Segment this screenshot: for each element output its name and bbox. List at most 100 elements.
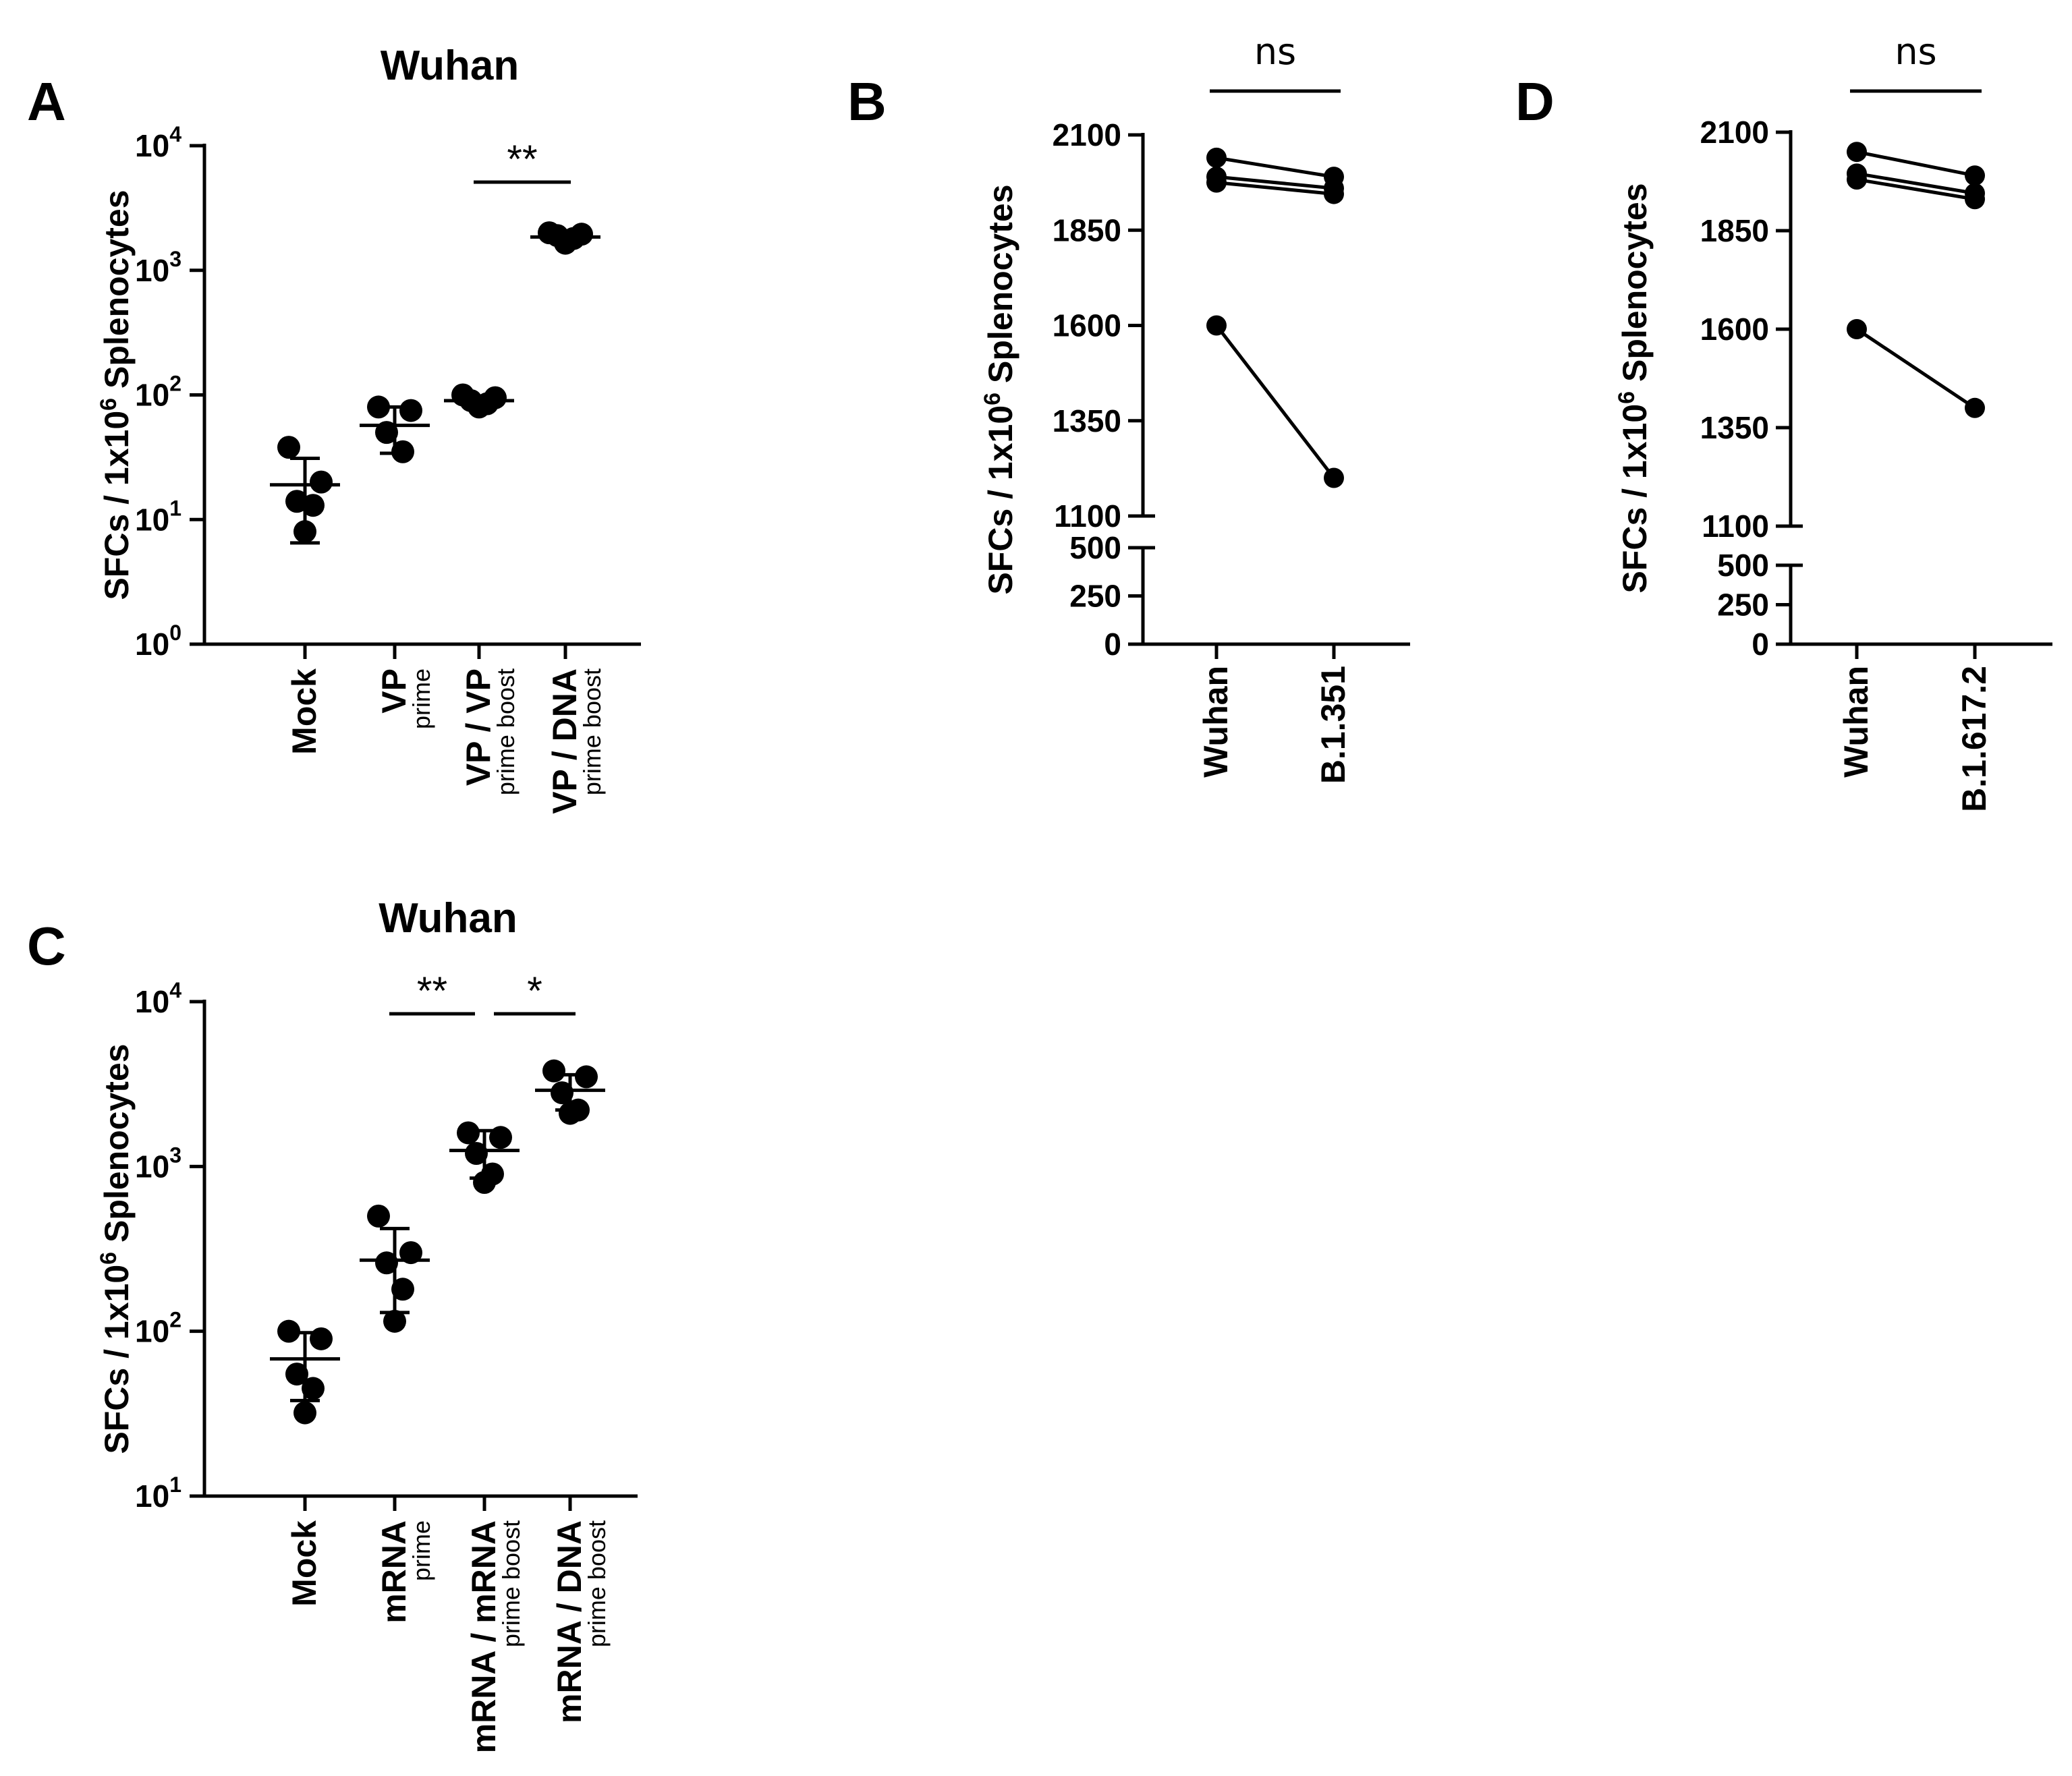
data-point (1847, 319, 1867, 339)
series-line (1856, 150, 1976, 177)
chart-title: Wuhan (379, 895, 517, 942)
y-tick-label: 102 (135, 1308, 181, 1349)
y-tick-label: 1850 (1053, 212, 1121, 248)
data-point (1965, 397, 1985, 418)
y-tick-label: 100 (135, 621, 181, 662)
data-point (277, 436, 300, 459)
panel-letter-b: B (847, 71, 887, 132)
y-tick-label: 2100 (1700, 115, 1769, 150)
x-tick-label: Wuhan (1837, 666, 1875, 778)
significance-label: ** (417, 969, 447, 1013)
y-tick-label: 1350 (1053, 403, 1121, 438)
panel-b: ns 1100 1350 1600 1850 2100 0 250 500 SFCs / 1x10… (980, 30, 1410, 784)
significance-label: ** (507, 138, 537, 181)
y-tick-label: 101 (135, 496, 181, 537)
data-point (1206, 315, 1227, 336)
data-point (310, 1327, 333, 1350)
significance-label: * (527, 969, 542, 1013)
data-point (367, 395, 390, 419)
y-tick-label: 1100 (1054, 498, 1121, 534)
chart-title: Wuhan (381, 42, 520, 89)
y-tick-label: 0 (1104, 627, 1121, 662)
data-point (1324, 183, 1344, 204)
data-point (1847, 169, 1867, 190)
panel-a: Wuhan 100 101 102 103 104 SFCs / 1x106 Splenoc… (96, 42, 641, 814)
x-tick-sublabel: prime (408, 1520, 435, 1581)
y-tick-label: 500 (1717, 548, 1769, 583)
x-tick-sublabel: prime boost (492, 668, 520, 795)
data-point (1324, 467, 1344, 488)
y-tick-label: 2100 (1053, 117, 1121, 152)
panel-letter-a: A (27, 71, 66, 132)
series-line (1216, 156, 1335, 179)
data-point (302, 494, 325, 517)
data-point (310, 470, 333, 494)
y-tick-label: 1350 (1700, 410, 1769, 445)
panel-letter-c: C (27, 916, 66, 976)
y-tick-label: 1850 (1700, 213, 1769, 248)
data-point (293, 1401, 316, 1425)
series-line (1216, 175, 1335, 190)
y-axis-label: SFCs / 1x106 Splenocytes (96, 190, 136, 600)
y-tick-label: 250 (1069, 579, 1121, 614)
data-point (1206, 147, 1227, 168)
x-tick-label: Mock (285, 1520, 323, 1607)
data-point (457, 1121, 480, 1145)
series-line (1856, 171, 1976, 195)
significance-label: ns (1254, 30, 1296, 73)
data-point (551, 1081, 573, 1105)
data-point (575, 1065, 598, 1089)
y-tick-label: 500 (1069, 530, 1121, 565)
y-axis-label: SFCs / 1x106 Splenocytes (980, 184, 1019, 594)
y-tick-label: 0 (1752, 627, 1769, 662)
series-line (1215, 324, 1335, 480)
y-tick-label: 104 (135, 122, 181, 163)
panel-letter-d: D (1515, 71, 1555, 132)
x-tick-sublabel: prime boost (578, 668, 606, 795)
data-point (465, 1141, 488, 1165)
y-axis-label: SFCs / 1x106 Splenocytes (1614, 183, 1654, 593)
y-tick-label: 1100 (1702, 509, 1769, 544)
x-tick-label: VP / DNA (546, 668, 584, 814)
data-point (375, 1251, 398, 1275)
data-point (559, 1101, 582, 1125)
x-tick-label: Mock (285, 668, 323, 755)
x-tick-label: mRNA (375, 1520, 413, 1624)
data-point (383, 1309, 406, 1333)
y-tick-label: 104 (135, 978, 181, 1019)
series-line (1216, 181, 1335, 196)
x-tick-label: mRNA / mRNA (465, 1520, 503, 1753)
x-tick-label: B.1.351 (1314, 666, 1352, 784)
y-axis-label: SFCs / 1x106 Splenocytes (96, 1043, 136, 1454)
x-tick-label: mRNA / DNA (551, 1520, 588, 1723)
x-tick-sublabel: prime boost (497, 1520, 525, 1647)
data-point (277, 1319, 300, 1343)
x-tick-sublabel: prime boost (583, 1520, 611, 1647)
panel-d: ns 1100 1350 1600 1850 2100 0 250 500 SFCs / 1x10… (1614, 30, 2052, 812)
x-tick-label: VP / VP (459, 668, 497, 786)
data-point (302, 1377, 325, 1400)
y-tick-label: 103 (135, 247, 181, 288)
data-point (1847, 142, 1867, 163)
x-tick-label: B.1.617.2 (1955, 666, 1993, 812)
data-point (367, 1204, 390, 1228)
data-point (1206, 172, 1227, 193)
significance-label: ns (1895, 30, 1936, 73)
x-tick-label: VP (375, 668, 413, 714)
x-tick-label: Wuhan (1197, 666, 1235, 778)
data-point (399, 399, 422, 422)
data-point (399, 1241, 422, 1265)
data-point (391, 1278, 414, 1301)
y-tick-label: 1600 (1700, 312, 1769, 347)
y-tick-label: 250 (1717, 588, 1769, 623)
data-point (1965, 189, 1985, 210)
y-tick-label: 1600 (1053, 308, 1121, 343)
series-line (1856, 177, 1976, 201)
y-tick-label: 103 (135, 1143, 181, 1184)
data-point (1965, 165, 1985, 186)
y-tick-label: 101 (135, 1472, 181, 1514)
x-tick-sublabel: prime (408, 668, 435, 729)
panel-c: Wuhan 101 102 103 104 SFCs / 1x106 Splenocyte… (96, 895, 638, 1753)
data-point (285, 1363, 308, 1386)
